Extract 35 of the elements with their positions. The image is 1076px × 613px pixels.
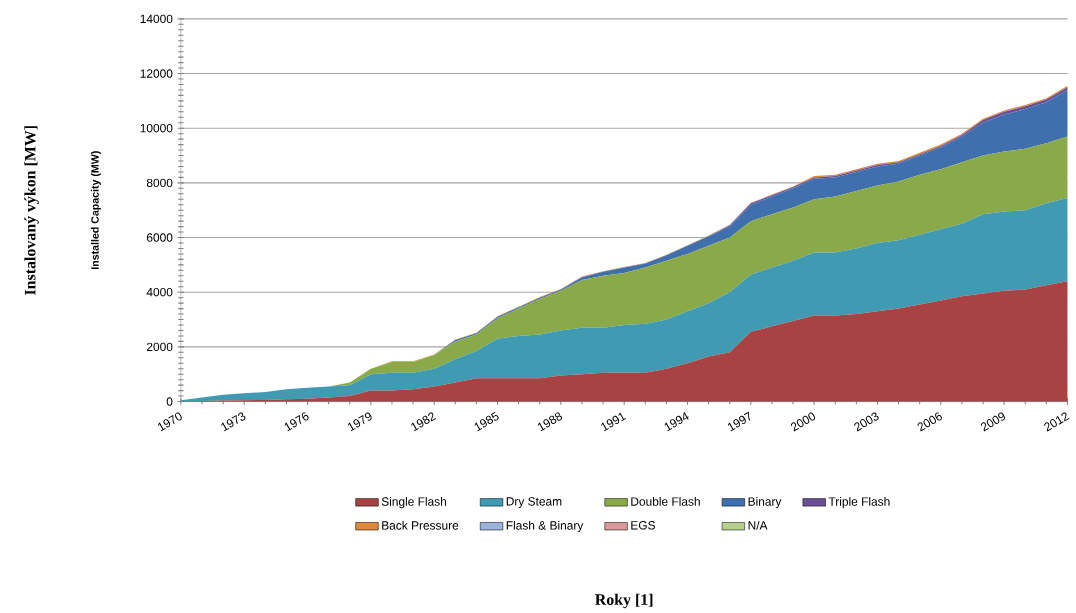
text: Instalovaný výkon [MW] bbox=[24, 126, 39, 296]
legend-label: Flash & Binary bbox=[506, 521, 584, 533]
legend-label: Dry Steam bbox=[506, 497, 562, 509]
x-tick-label: 2012 bbox=[1044, 412, 1070, 432]
y-tick-label: 14000 bbox=[140, 14, 173, 24]
x-tick-label: 1970 bbox=[157, 412, 182, 432]
y-axis-title: Installed Capacity (MW) bbox=[90, 151, 101, 270]
y-tick-label: 0 bbox=[166, 397, 173, 406]
y-tick-label: 2000 bbox=[146, 342, 173, 352]
legend-label: Binary bbox=[748, 497, 782, 509]
legend-label: Back Pressure bbox=[382, 521, 459, 530]
x-tick-label: 2003 bbox=[854, 412, 879, 432]
x-tick-label: 1985 bbox=[474, 412, 499, 432]
x-tick-label: 2006 bbox=[917, 412, 942, 432]
x-tick-label: 1994 bbox=[664, 412, 689, 432]
legend-label: Double Flash bbox=[631, 497, 700, 506]
x-tick-label: 2009 bbox=[980, 412, 1005, 432]
y-tick-label: 10000 bbox=[140, 124, 173, 133]
y-tick-label: 4000 bbox=[146, 288, 173, 297]
legend-label: N/A bbox=[748, 521, 768, 530]
x-tick-label: 1979 bbox=[347, 412, 372, 432]
x-tick-label: 2000 bbox=[790, 412, 816, 432]
x-tick-label: 1991 bbox=[601, 412, 627, 432]
x-tick-label: 1976 bbox=[284, 412, 309, 432]
y-tick-label: 8000 bbox=[146, 178, 173, 188]
legend-label: Single Flash bbox=[381, 497, 447, 509]
x-tick-label: 1973 bbox=[221, 412, 246, 432]
text: Roky [1] bbox=[595, 593, 653, 609]
x-tick-label: 1988 bbox=[537, 412, 563, 432]
y-tick-label: 6000 bbox=[146, 233, 173, 242]
legend-label: Triple Flash bbox=[828, 497, 890, 509]
x-tick-label: 1982 bbox=[411, 412, 437, 432]
x-tick-label: 1997 bbox=[727, 411, 751, 432]
y-tick-label: 12000 bbox=[140, 69, 173, 78]
legend-label: EGS bbox=[631, 521, 655, 530]
